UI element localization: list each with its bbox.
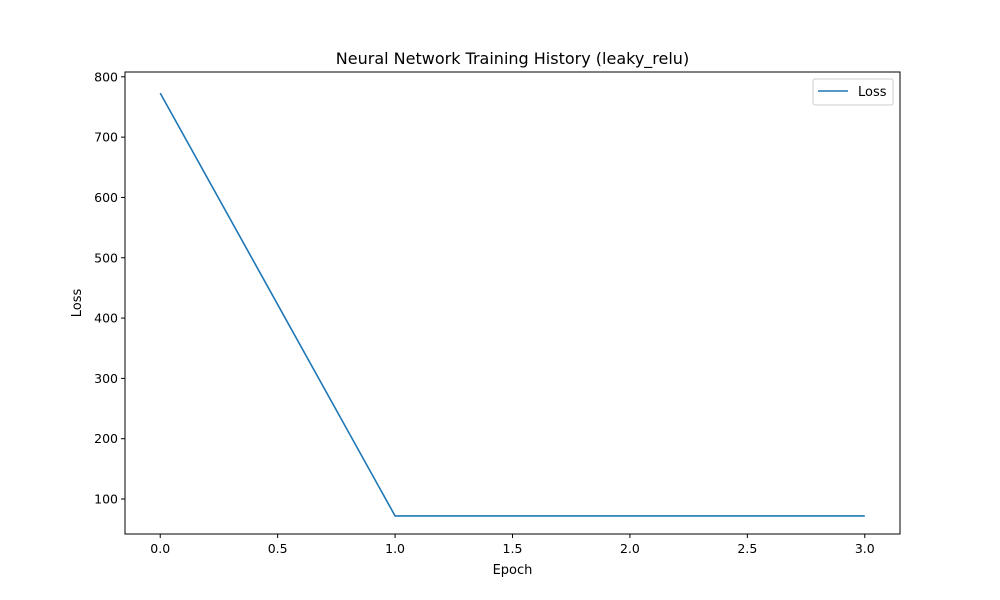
x-tick-label: 1.0 — [385, 541, 405, 556]
y-tick-label: 200 — [94, 431, 118, 446]
x-tick-label: 0.5 — [268, 541, 288, 556]
series-line-loss — [159, 92, 865, 517]
x-axis-ticks: 0.0 0.5 1.0 1.5 2.0 2.5 3.0 — [150, 534, 875, 556]
legend-box — [812, 78, 894, 106]
legend-label-loss: Loss — [858, 85, 887, 100]
y-axis-ticks: 100 200 300 400 500 600 700 800 — [94, 69, 125, 507]
y-tick-label: 400 — [94, 311, 118, 326]
y-tick-label: 500 — [94, 250, 118, 265]
y-tick-label: 300 — [94, 371, 118, 386]
x-tick-label: 1.5 — [503, 541, 523, 556]
chart-title: Neural Network Training History (leaky_r… — [336, 49, 689, 69]
x-tick-label: 3.0 — [855, 541, 875, 556]
x-tick-label: 0.0 — [150, 541, 170, 556]
x-tick-label: 2.0 — [620, 541, 640, 556]
x-axis-label: Epoch — [493, 563, 533, 578]
x-tick-label: 2.5 — [737, 541, 757, 556]
y-axis-label: Loss — [70, 289, 85, 318]
legend: Loss — [812, 78, 894, 106]
y-tick-label: 600 — [94, 190, 118, 205]
y-tick-label: 100 — [94, 492, 118, 507]
y-tick-label: 800 — [94, 69, 118, 84]
plot-frame — [124, 71, 901, 535]
y-tick-label: 700 — [94, 130, 118, 145]
plot-area — [125, 72, 900, 534]
